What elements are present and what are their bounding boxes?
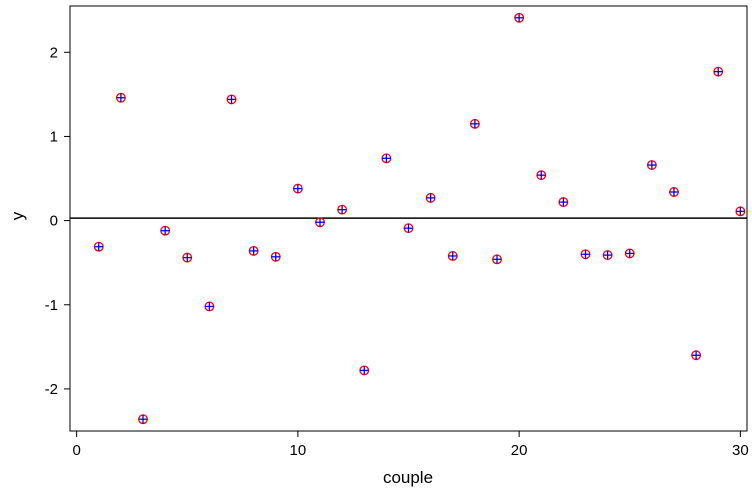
data-point (447, 251, 458, 261)
data-point (691, 350, 702, 361)
data-point (315, 217, 325, 228)
y-tick-label: 1 (50, 128, 58, 145)
data-point (359, 365, 370, 376)
x-tick-label: 10 (290, 442, 307, 459)
data-point (204, 301, 215, 312)
data-point (735, 206, 746, 217)
data-point (602, 250, 613, 261)
data-point (93, 241, 104, 252)
data-point (536, 170, 547, 181)
data-point (403, 223, 414, 234)
y-tick-label: -1 (45, 297, 58, 314)
plot-frame (69, 5, 748, 432)
data-point (558, 197, 569, 208)
x-tick-label: 0 (72, 442, 80, 459)
data-point (469, 118, 480, 129)
y-tick-label: 2 (50, 44, 58, 61)
data-point (514, 12, 525, 23)
y-tick-label: -2 (45, 381, 58, 398)
data-point (138, 414, 148, 425)
x-axis: 0 10 20 30 (72, 431, 749, 459)
y-axis-title: y (8, 211, 27, 220)
data-point (115, 92, 126, 103)
data-point (492, 254, 502, 265)
x-tick-label: 30 (732, 442, 749, 459)
data-point (182, 252, 193, 263)
data-point (226, 94, 237, 105)
data-point (669, 187, 679, 197)
x-axis-title: couple (383, 468, 433, 487)
data-point (425, 192, 436, 203)
data-point (292, 183, 303, 194)
data-point (337, 204, 348, 215)
data-point (713, 66, 724, 77)
data-point (646, 160, 657, 171)
y-axis: 2 1 0 -1 -2 (45, 44, 70, 398)
data-point (160, 225, 171, 236)
y-tick-label: 0 (50, 213, 58, 230)
data-point (624, 248, 635, 259)
data-point (248, 245, 259, 256)
data-point (270, 251, 281, 262)
data-points (93, 12, 746, 425)
data-point (580, 249, 591, 260)
x-tick-label: 20 (511, 442, 528, 459)
data-point (381, 153, 392, 164)
